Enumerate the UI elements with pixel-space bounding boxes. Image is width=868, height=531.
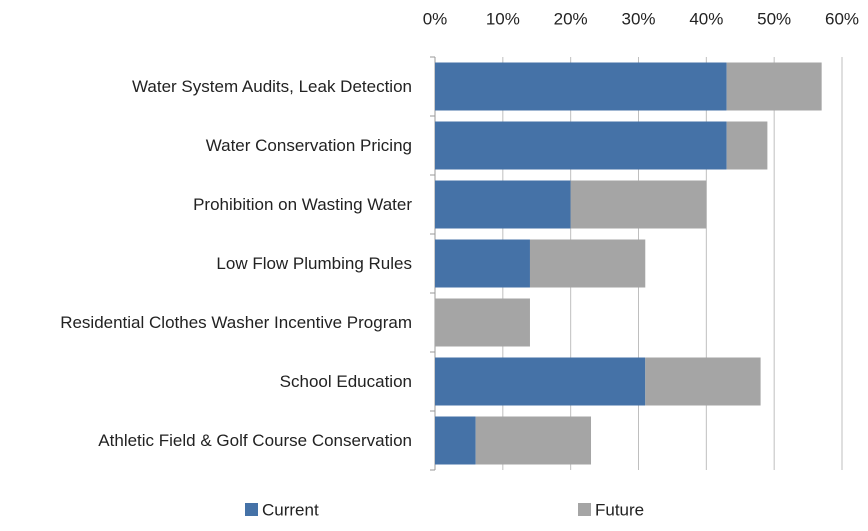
- category-label: Prohibition on Wasting Water: [0, 193, 412, 217]
- category-text: School Education: [279, 371, 412, 391]
- x-tick-label: 0%: [423, 9, 448, 28]
- legend-swatch: [578, 503, 591, 516]
- bar-segment: [435, 239, 530, 288]
- bar-segment: [435, 180, 571, 229]
- bar-segment: [435, 62, 727, 111]
- bar-segment: [435, 298, 530, 347]
- category-label: Water System Audits, Leak Detection: [0, 75, 412, 99]
- bar-segment: [435, 121, 727, 170]
- category-label: Low Flow Plumbing Rules: [0, 252, 412, 276]
- x-tick-label: 60%: [825, 9, 859, 28]
- category-text: Low Flow Plumbing Rules: [216, 253, 412, 273]
- bar-segment: [726, 62, 822, 111]
- legend-label: Future: [595, 500, 644, 519]
- x-tick-label: 10%: [486, 9, 520, 28]
- legend-label: Current: [262, 500, 319, 519]
- category-text: Residential Clothes Washer Incentive Pro…: [60, 312, 412, 332]
- bar-segment: [570, 180, 707, 229]
- category-label: Water Conservation Pricing: [0, 134, 412, 158]
- category-label: Residential Clothes Washer Incentive Pro…: [0, 311, 412, 335]
- category-text: Athletic Field & Golf Course Conservatio…: [98, 430, 412, 450]
- category-label: School Education: [0, 370, 412, 394]
- bar-segment: [645, 357, 761, 406]
- x-tick-label: 40%: [689, 9, 723, 28]
- x-tick-label: 20%: [554, 9, 588, 28]
- x-tick-label: 30%: [621, 9, 655, 28]
- legend-swatch: [245, 503, 258, 516]
- bar-segment: [529, 239, 646, 288]
- category-text: Prohibition on Wasting Water: [193, 194, 412, 214]
- category-text: Water System Audits, Leak Detection: [132, 76, 412, 96]
- bar-segment: [475, 416, 592, 465]
- bar-segment: [435, 416, 476, 465]
- x-tick-label: 50%: [757, 9, 791, 28]
- category-label: Athletic Field & Golf Course Conservatio…: [0, 429, 412, 453]
- bar-segment: [726, 121, 768, 170]
- category-text: Water Conservation Pricing: [205, 135, 412, 155]
- bar-segment: [435, 357, 646, 406]
